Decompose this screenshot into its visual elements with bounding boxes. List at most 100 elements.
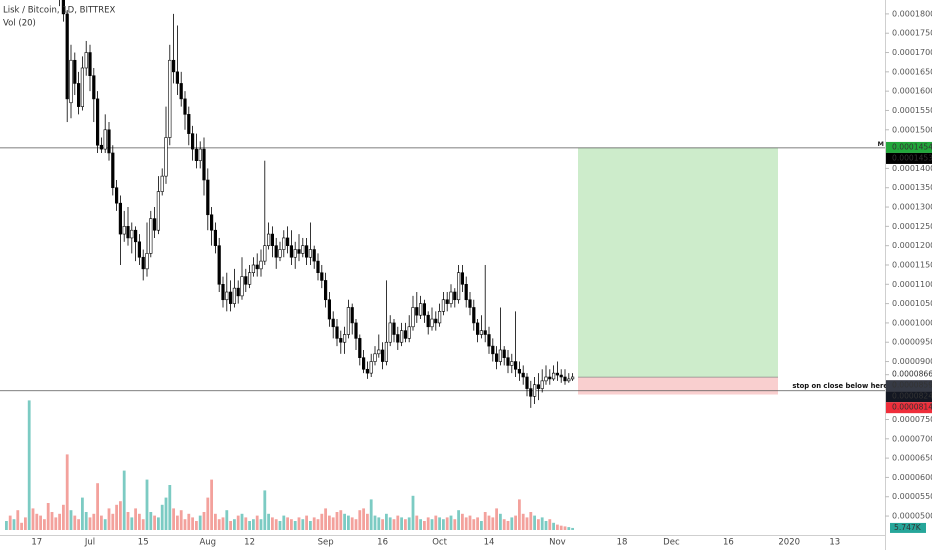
volume-bar <box>65 454 69 530</box>
volume-bar <box>138 513 141 530</box>
candle-body <box>331 318 335 328</box>
candle-body <box>456 272 461 301</box>
candle-body <box>134 229 138 243</box>
x-tick-label: Jul <box>84 538 95 548</box>
volume-bar <box>69 510 73 530</box>
volume-bar <box>305 515 308 530</box>
candle-body <box>278 249 282 258</box>
volume-bar <box>96 483 99 530</box>
candle-body <box>521 372 525 378</box>
x-tick-label: 13 <box>829 538 840 548</box>
x-tick-label: 12 <box>244 538 255 548</box>
volume-bar <box>39 515 42 530</box>
volume-bar <box>198 515 202 530</box>
candle-body <box>418 303 423 316</box>
x-tick-label: 15 <box>138 538 149 548</box>
volume-bar <box>525 517 529 530</box>
volume-bar <box>563 526 567 530</box>
candle-body <box>540 380 544 389</box>
volume-bar <box>328 515 331 530</box>
loss-zone <box>578 377 778 395</box>
candle-body <box>361 357 366 370</box>
candle-body <box>472 307 476 324</box>
volume-bar <box>290 519 293 530</box>
volume-bar <box>31 508 35 530</box>
y-tick-label: 0.00010500 <box>892 299 932 308</box>
volume-bar <box>58 513 61 530</box>
candle-body <box>529 388 533 397</box>
candle-body <box>259 260 263 270</box>
volume-bar <box>115 504 118 530</box>
volume-bar <box>445 517 449 530</box>
volume-bar <box>134 508 137 530</box>
volume-bar <box>381 519 384 530</box>
volume-bar <box>202 512 206 530</box>
candle-body <box>270 233 275 246</box>
volume-bar <box>130 517 134 530</box>
volume-bar <box>92 513 96 530</box>
price-label-box <box>886 141 932 153</box>
candle-body <box>179 83 183 100</box>
volume-bar <box>183 519 187 530</box>
candle-body <box>168 59 172 138</box>
y-tick-label: 0.00017500 <box>892 29 932 38</box>
candle-body <box>213 229 218 246</box>
x-tick-label: 14 <box>484 538 495 548</box>
candle-body <box>65 13 69 100</box>
volume-bar <box>438 517 441 530</box>
volume-bar <box>548 519 552 530</box>
volume-bar <box>430 519 434 530</box>
volume-bar <box>252 519 255 530</box>
volume-bar <box>248 521 251 530</box>
candle-body <box>548 376 552 380</box>
volume-bar <box>5 521 8 530</box>
volume-bar <box>274 519 278 530</box>
volume-bar <box>461 513 464 530</box>
candle-body <box>506 357 510 366</box>
candle-body <box>153 218 157 231</box>
candle-body <box>251 264 256 274</box>
volume-bar <box>100 515 103 530</box>
x-tick-label: Nov <box>549 538 566 548</box>
volume-bar <box>514 515 517 530</box>
volume-bar <box>145 479 149 530</box>
candle-body <box>285 237 290 246</box>
candle-body <box>175 71 180 84</box>
y-tick-label: 0.00012500 <box>892 222 932 231</box>
candle-body <box>441 299 446 312</box>
position-annotation: stop on close below here <box>792 382 888 390</box>
volume-bar <box>324 508 327 530</box>
axes: 0.00018000 0.00017500 0.00017000 0.00016500… <box>31 9 932 547</box>
volume-bar <box>187 513 191 530</box>
y-tick-label: 0.00010000 <box>892 318 932 327</box>
volume-bar <box>468 515 472 530</box>
volume-bar <box>179 510 183 530</box>
volume-bar <box>529 512 533 530</box>
volume-bar <box>316 519 320 530</box>
candle-body <box>164 137 168 177</box>
candle-body <box>172 59 176 73</box>
candle-body <box>380 349 385 362</box>
candle-body <box>487 334 491 347</box>
candle-body <box>191 133 195 150</box>
volume-bar <box>472 519 476 530</box>
candle-body <box>544 376 548 382</box>
volume-bar <box>343 513 346 530</box>
volume-bar <box>24 517 27 530</box>
candle-body <box>130 229 134 239</box>
volume-bar <box>419 519 422 530</box>
y-tick-label: 0.00015500 <box>892 106 932 115</box>
candle-body <box>84 52 88 69</box>
volume-bar <box>388 517 392 530</box>
volume-bar <box>457 510 460 530</box>
volume-bar <box>426 517 430 530</box>
volume-bar <box>309 521 312 530</box>
candle-body <box>122 226 126 235</box>
candle-body <box>567 378 571 382</box>
candle-body <box>236 287 240 297</box>
volume-bar <box>312 517 316 530</box>
candle-body <box>111 152 115 189</box>
plot-area <box>0 0 885 530</box>
volume-bar <box>533 515 536 530</box>
